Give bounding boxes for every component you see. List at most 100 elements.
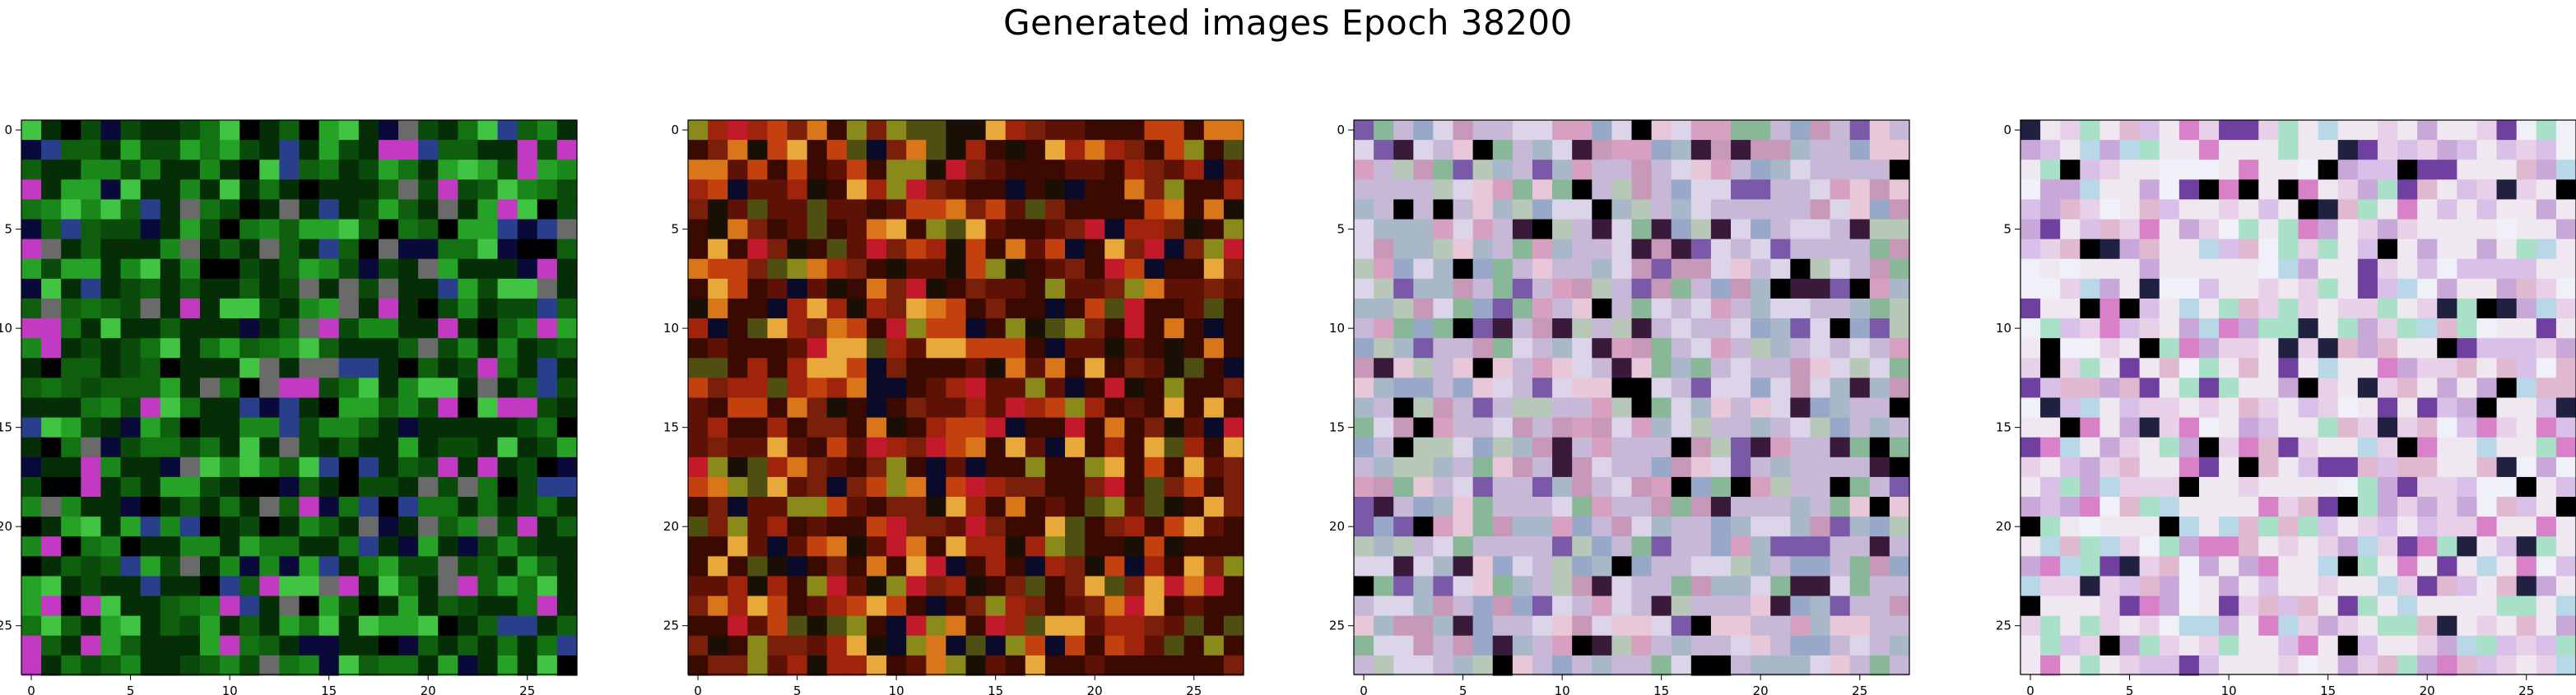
pixel-cell <box>2318 358 2339 378</box>
pixel-cell <box>517 576 538 597</box>
pixel-cell <box>2298 258 2319 280</box>
pixel-cell <box>1005 655 1026 676</box>
pixel-cell <box>747 437 769 458</box>
y-tick-label: 15 <box>1329 420 1345 435</box>
pixel-cell <box>1849 179 1871 201</box>
pixel-cell <box>787 278 808 299</box>
pixel-cell <box>41 655 62 676</box>
pixel-cell <box>1751 655 1771 676</box>
pixel-cell <box>537 239 558 260</box>
pixel-cell <box>688 140 709 160</box>
pixel-cell <box>2080 179 2101 201</box>
pixel-cell <box>1552 179 1573 201</box>
pixel-cell <box>398 397 419 419</box>
pixel-cell <box>537 615 558 637</box>
pixel-cell <box>259 239 280 260</box>
pixel-cell <box>179 576 201 597</box>
pixel-cell <box>1472 655 1494 676</box>
pixel-cell <box>1690 258 1712 280</box>
pixel-cell <box>100 497 122 517</box>
pixel-cell <box>199 298 221 319</box>
pixel-cell <box>1810 258 1831 280</box>
pixel-cell <box>319 160 340 180</box>
pixel-cell <box>866 456 887 478</box>
pixel-cell <box>2219 576 2239 597</box>
pixel-cell <box>497 140 518 160</box>
pixel-cell <box>1085 318 1105 339</box>
pixel-cell <box>1203 258 1225 280</box>
pixel-cell <box>747 378 769 399</box>
pixel-cell <box>81 298 102 319</box>
pixel-cell <box>1183 456 1205 478</box>
pixel-cell <box>688 576 709 597</box>
pixel-cell <box>2357 476 2378 498</box>
pixel-cell <box>866 298 887 319</box>
pixel-cell <box>1354 635 1374 656</box>
pixel-cell <box>2437 258 2457 280</box>
pixel-cell <box>688 120 709 141</box>
pixel-cell <box>1203 576 1225 597</box>
pixel-cell <box>21 635 42 656</box>
pixel-cell <box>1830 536 1851 557</box>
pixel-cell <box>199 140 221 160</box>
pixel-cell <box>1631 120 1653 141</box>
pixel-cell <box>2258 595 2279 617</box>
pixel-cell <box>140 517 161 537</box>
pixel-cell <box>1203 476 1225 498</box>
pixel-cell <box>807 258 828 280</box>
pixel-cell <box>458 199 479 220</box>
pixel-cell <box>1413 179 1434 201</box>
pixel-cell <box>199 615 221 637</box>
pixel-cell <box>398 517 419 537</box>
pixel-cell <box>965 239 987 260</box>
pixel-cell <box>1065 417 1086 438</box>
pixel-cell <box>1889 417 1910 438</box>
pixel-cell <box>708 278 728 299</box>
pixel-cell <box>1651 358 1672 378</box>
pixel-cell <box>458 358 479 378</box>
pixel-cell <box>926 397 946 419</box>
pixel-cell <box>1751 160 1771 180</box>
pixel-cell <box>965 160 987 180</box>
pixel-cell <box>1393 258 1414 280</box>
pixel-cell <box>906 595 927 617</box>
pixel-cell <box>1690 615 1712 637</box>
pixel-cell <box>1433 417 1454 438</box>
pixel-cell <box>319 318 340 339</box>
pixel-cell <box>1104 318 1125 339</box>
pixel-cell <box>1810 199 1831 220</box>
pixel-cell <box>1751 576 1771 597</box>
pixel-cell <box>1044 595 1066 617</box>
pixel-cell <box>2080 258 2101 280</box>
pixel-cell <box>1374 358 1394 378</box>
pixel-cell <box>1472 536 1494 557</box>
pixel-cell <box>1413 397 1434 419</box>
pixel-cell <box>2377 517 2398 537</box>
pixel-cell <box>1472 497 1494 517</box>
pixel-cell <box>2457 258 2478 280</box>
pixel-cell <box>2099 536 2121 557</box>
pixel-cell <box>1651 219 1672 240</box>
pixel-cell <box>1532 298 1553 319</box>
pixel-cell <box>279 517 300 537</box>
pixel-cell <box>1472 239 1494 260</box>
pixel-cell <box>2258 456 2279 478</box>
pixel-cell <box>2437 219 2457 240</box>
pixel-cell <box>458 536 479 557</box>
pixel-cell <box>2397 199 2418 220</box>
pixel-cell <box>2159 358 2180 378</box>
pixel-cell <box>1124 199 1146 220</box>
pixel-cell <box>965 497 987 517</box>
pixel-cell <box>1690 397 1712 419</box>
pixel-cell <box>2397 397 2418 419</box>
pixel-cell <box>61 497 81 517</box>
pixel-cell <box>1869 615 1890 637</box>
pixel-cell <box>2318 199 2339 220</box>
pixel-cell <box>906 417 927 438</box>
pixel-cell <box>2040 358 2061 378</box>
pixel-cell <box>708 615 728 637</box>
pixel-cell <box>517 437 538 458</box>
pixel-cell <box>866 219 887 240</box>
pixel-cell <box>140 219 161 240</box>
pixel-cell <box>1164 556 1185 577</box>
